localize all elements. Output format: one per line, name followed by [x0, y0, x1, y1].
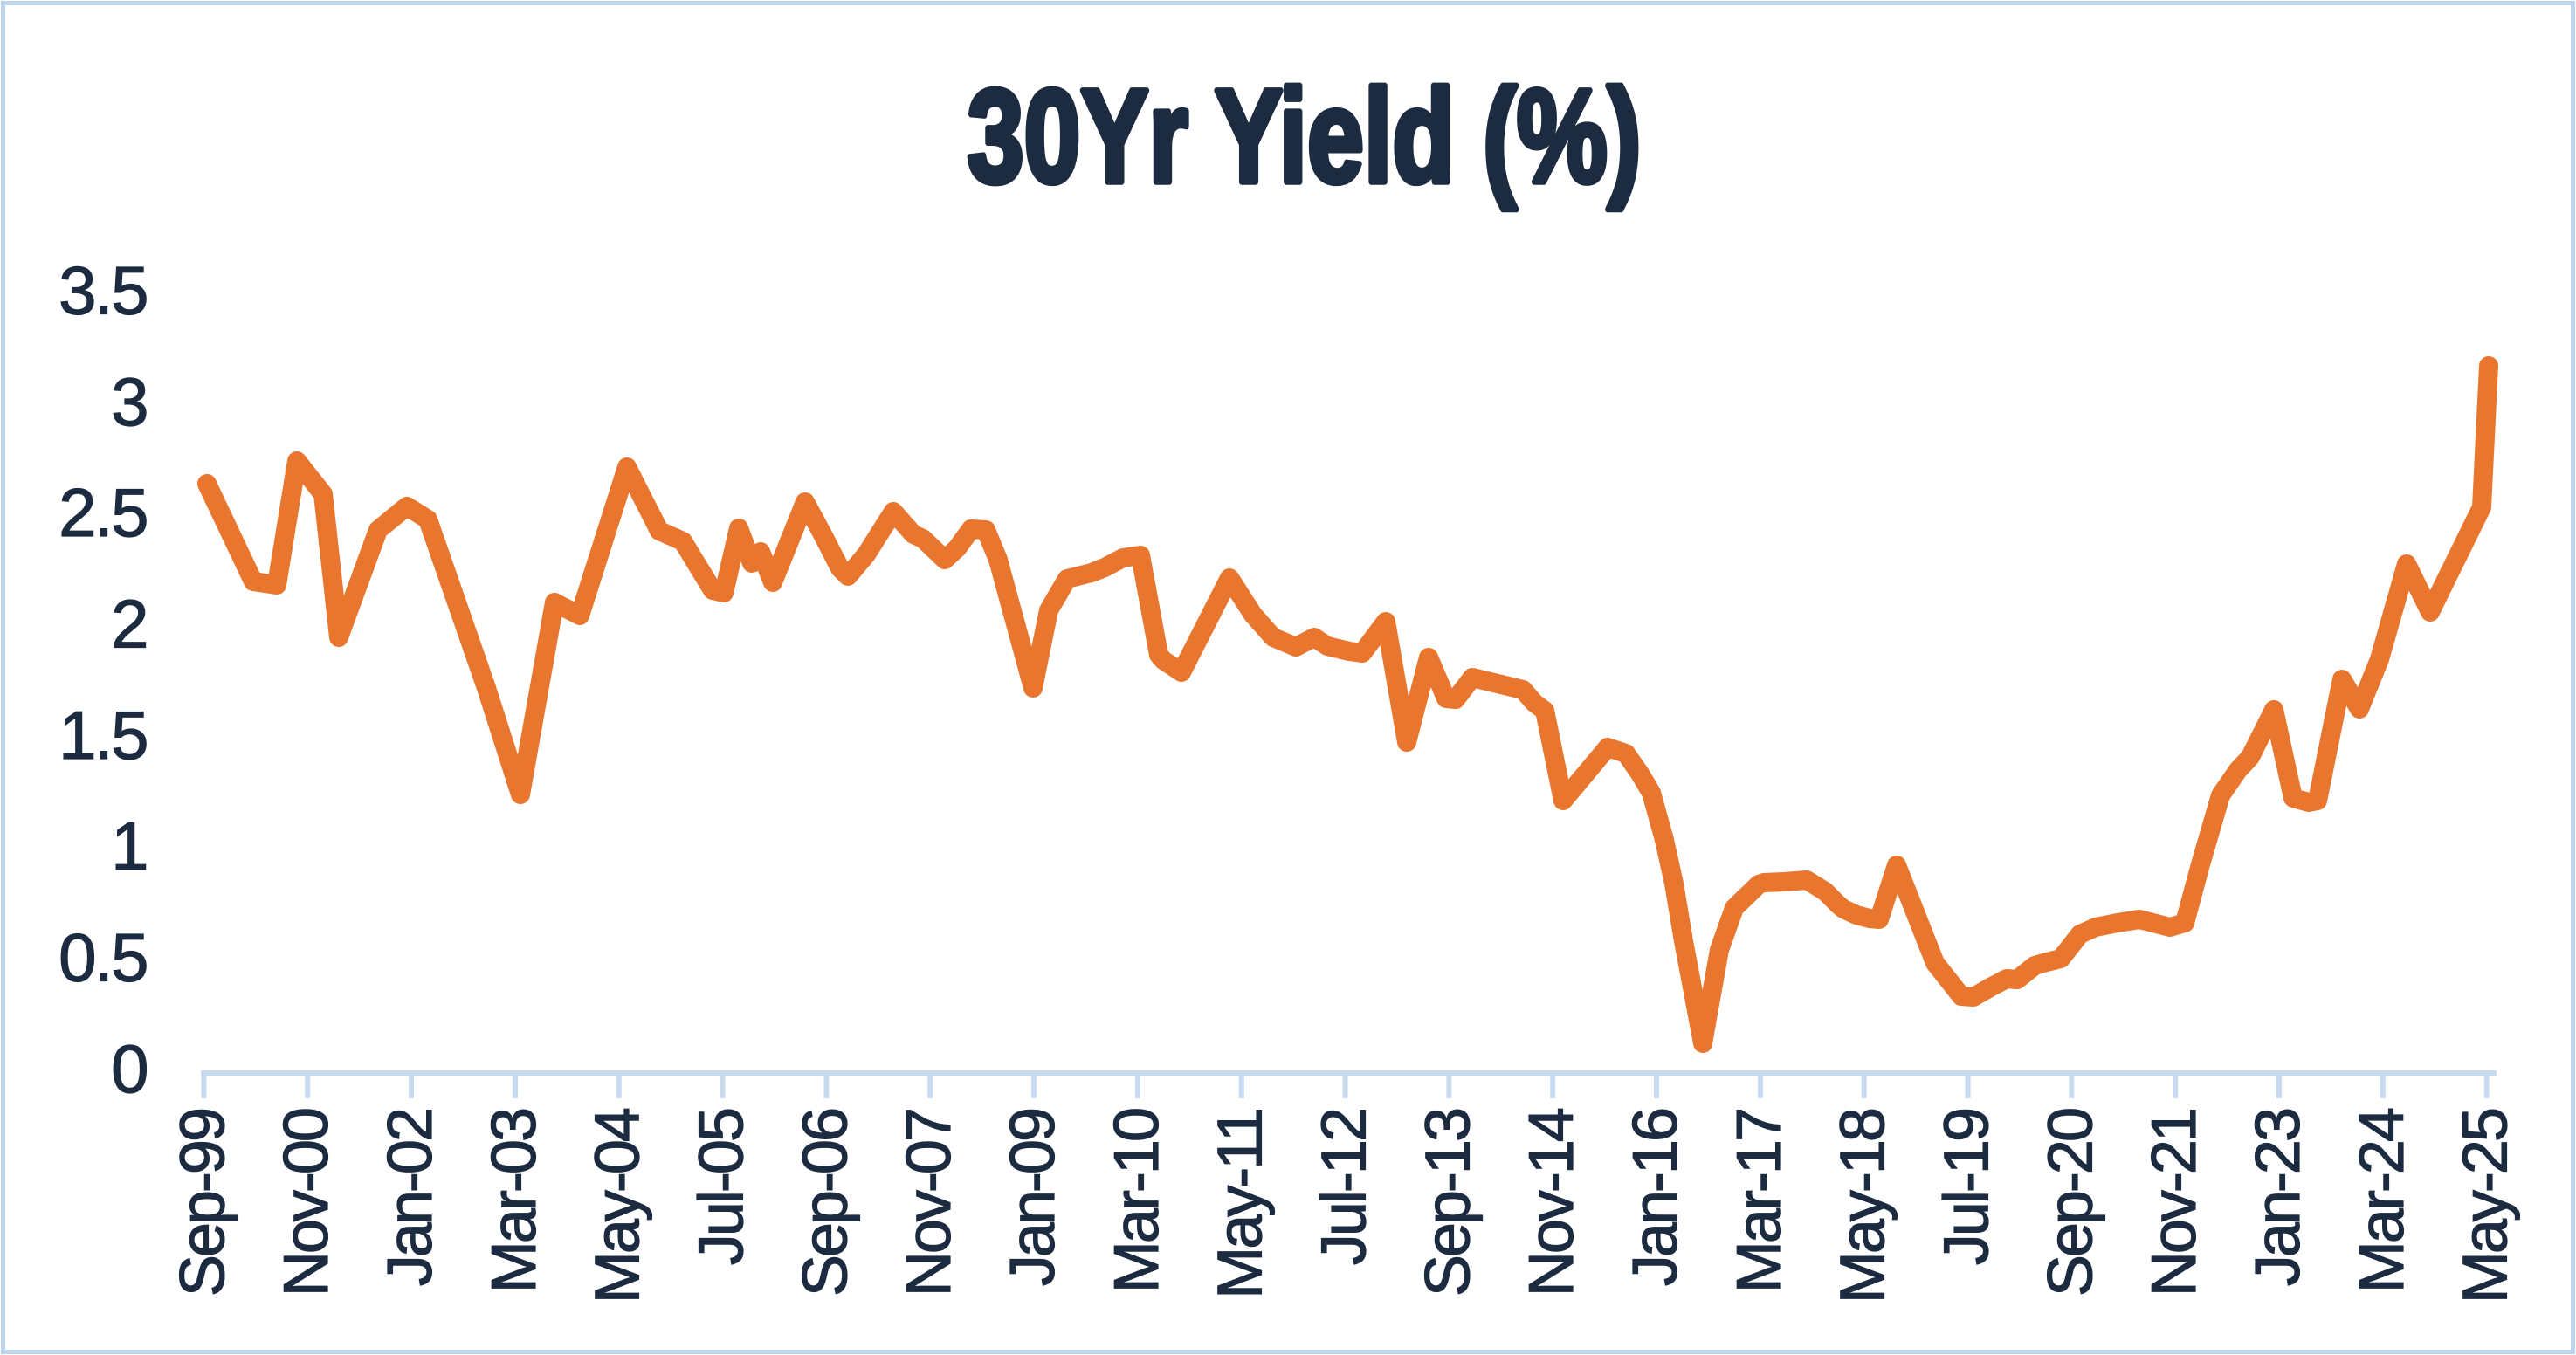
svg-text:3.5: 3.5: [59, 251, 147, 328]
svg-text:2: 2: [111, 586, 147, 663]
svg-text:May-11: May-11: [1206, 1110, 1276, 1299]
svg-text:Jan-23: Jan-23: [2243, 1110, 2313, 1286]
svg-text:1: 1: [111, 808, 147, 884]
svg-text:May-25: May-25: [2451, 1109, 2521, 1303]
svg-text:Jul-12: Jul-12: [1310, 1110, 1380, 1265]
svg-text:2.5: 2.5: [59, 474, 147, 551]
svg-text:Sep-13: Sep-13: [1413, 1110, 1483, 1297]
svg-text:Nov-14: Nov-14: [1517, 1109, 1587, 1297]
svg-text:Sep-06: Sep-06: [790, 1110, 860, 1297]
svg-text:0.5: 0.5: [59, 919, 147, 996]
svg-text:May-18: May-18: [1829, 1110, 1898, 1303]
svg-text:1.5: 1.5: [59, 697, 147, 774]
svg-text:0: 0: [111, 1030, 147, 1107]
svg-text:Sep-20: Sep-20: [2035, 1109, 2105, 1297]
svg-text:Mar-24: Mar-24: [2347, 1109, 2417, 1293]
svg-text:3: 3: [111, 363, 147, 440]
svg-text:Nov-00: Nov-00: [272, 1109, 341, 1297]
svg-text:30Yr Yield (%): 30Yr Yield (%): [968, 61, 1642, 210]
svg-text:Sep-99: Sep-99: [168, 1110, 238, 1297]
svg-text:Mar-10: Mar-10: [1102, 1109, 1172, 1293]
svg-text:Mar-03: Mar-03: [479, 1110, 549, 1293]
svg-text:Jul-19: Jul-19: [1932, 1110, 2002, 1265]
svg-text:Jan-16: Jan-16: [1621, 1110, 1691, 1286]
svg-text:Jan-09: Jan-09: [998, 1110, 1068, 1286]
svg-text:Nov-21: Nov-21: [2139, 1110, 2209, 1297]
svg-text:Nov-07: Nov-07: [894, 1110, 964, 1297]
svg-text:Jan-02: Jan-02: [375, 1110, 445, 1286]
svg-text:Jul-05: Jul-05: [687, 1109, 757, 1265]
svg-text:Mar-17: Mar-17: [1725, 1110, 1794, 1293]
svg-text:May-04: May-04: [583, 1109, 653, 1303]
